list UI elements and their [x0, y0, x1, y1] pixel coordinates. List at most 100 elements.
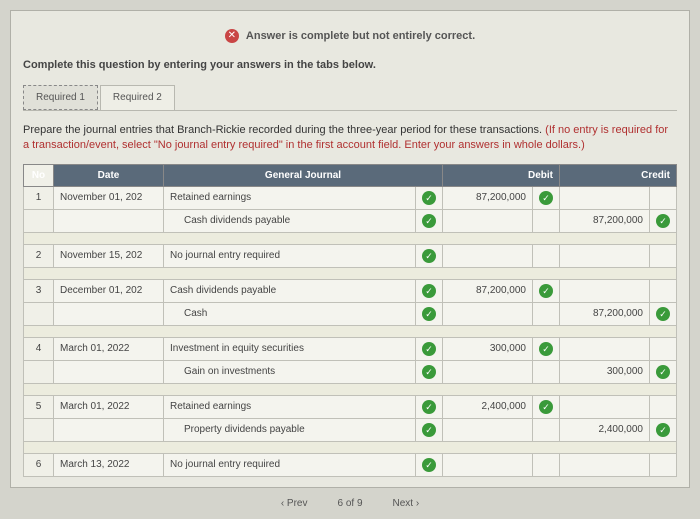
cell-account[interactable]: Retained earnings: [164, 395, 416, 418]
credit-check-icon: [650, 244, 677, 267]
credit-check-icon: ✓: [650, 302, 677, 325]
cell-credit[interactable]: [560, 279, 650, 302]
cell-date[interactable]: December 01, 202: [54, 279, 164, 302]
credit-check-icon: ✓: [650, 360, 677, 383]
cell-credit[interactable]: [560, 337, 650, 360]
cell-no: [24, 418, 54, 441]
header-date: Date: [54, 164, 164, 186]
cell-debit[interactable]: [443, 418, 533, 441]
table-row: Gain on investments✓300,000✓: [24, 360, 677, 383]
cell-credit[interactable]: [560, 395, 650, 418]
cell-account[interactable]: No journal entry required: [164, 453, 416, 476]
cell-no: 3: [24, 279, 54, 302]
row-check-icon: ✓: [416, 302, 443, 325]
cell-debit[interactable]: [443, 360, 533, 383]
cell-account[interactable]: Cash dividends payable: [164, 209, 416, 232]
next-button[interactable]: Next ›: [393, 498, 420, 509]
cell-no: [24, 360, 54, 383]
cell-credit[interactable]: [560, 244, 650, 267]
cell-debit[interactable]: 87,200,000: [443, 279, 533, 302]
cell-no: [24, 209, 54, 232]
cell-no: 5: [24, 395, 54, 418]
debit-check-icon: [533, 453, 560, 476]
row-check-icon: ✓: [416, 209, 443, 232]
cell-date[interactable]: [54, 418, 164, 441]
cell-account[interactable]: Investment in equity securities: [164, 337, 416, 360]
cell-account[interactable]: Cash: [164, 302, 416, 325]
credit-check-icon: [650, 395, 677, 418]
cell-date[interactable]: March 01, 2022: [54, 337, 164, 360]
debit-check-icon: [533, 360, 560, 383]
instruction-text: Complete this question by entering your …: [23, 55, 677, 85]
cell-account[interactable]: Cash dividends payable: [164, 279, 416, 302]
cell-credit[interactable]: [560, 186, 650, 209]
cell-credit[interactable]: 87,200,000: [560, 302, 650, 325]
header-debit: Debit: [443, 164, 560, 186]
credit-check-icon: ✓: [650, 209, 677, 232]
cell-account[interactable]: No journal entry required: [164, 244, 416, 267]
page-position: 6 of 9: [337, 498, 362, 509]
pager: ‹ Prev 6 of 9 Next ›: [10, 488, 690, 509]
debit-check-icon: [533, 418, 560, 441]
table-row: 2November 15, 202No journal entry requir…: [24, 244, 677, 267]
cell-date[interactable]: March 13, 2022: [54, 453, 164, 476]
cell-date[interactable]: November 15, 202: [54, 244, 164, 267]
debit-check-icon: ✓: [533, 395, 560, 418]
tab-required-1[interactable]: Required 1: [23, 85, 98, 110]
cell-no: 2: [24, 244, 54, 267]
cell-credit[interactable]: 300,000: [560, 360, 650, 383]
row-check-icon: ✓: [416, 337, 443, 360]
table-row: 4March 01, 2022Investment in equity secu…: [24, 337, 677, 360]
cell-account[interactable]: Property dividends payable: [164, 418, 416, 441]
row-check-icon: ✓: [416, 244, 443, 267]
prompt-black: Prepare the journal entries that Branch-…: [23, 124, 545, 136]
cell-credit[interactable]: 87,200,000: [560, 209, 650, 232]
debit-check-icon: ✓: [533, 186, 560, 209]
credit-check-icon: ✓: [650, 418, 677, 441]
banner-text: Answer is complete but not entirely corr…: [246, 30, 475, 42]
credit-check-icon: [650, 186, 677, 209]
table-row: Property dividends payable✓2,400,000✓: [24, 418, 677, 441]
cell-no: 4: [24, 337, 54, 360]
cell-account[interactable]: Retained earnings: [164, 186, 416, 209]
journal-table: No Date General Journal Debit Credit 1No…: [23, 164, 677, 477]
cell-debit[interactable]: [443, 244, 533, 267]
cell-debit[interactable]: 300,000: [443, 337, 533, 360]
cell-debit[interactable]: [443, 209, 533, 232]
prev-button[interactable]: ‹ Prev: [281, 498, 308, 509]
row-check-icon: ✓: [416, 418, 443, 441]
credit-check-icon: [650, 453, 677, 476]
tab-required-2[interactable]: Required 2: [100, 85, 175, 110]
cell-debit[interactable]: 2,400,000: [443, 395, 533, 418]
cell-date[interactable]: March 01, 2022: [54, 395, 164, 418]
question-container: ✕ Answer is complete but not entirely co…: [10, 10, 690, 488]
debit-check-icon: [533, 302, 560, 325]
credit-check-icon: [650, 337, 677, 360]
table-row: Cash✓87,200,000✓: [24, 302, 677, 325]
cell-no: 6: [24, 453, 54, 476]
cell-debit[interactable]: 87,200,000: [443, 186, 533, 209]
row-check-icon: ✓: [416, 279, 443, 302]
row-check-icon: ✓: [416, 360, 443, 383]
status-banner: ✕ Answer is complete but not entirely co…: [23, 21, 677, 55]
table-row: Cash dividends payable✓87,200,000✓: [24, 209, 677, 232]
cell-credit[interactable]: [560, 453, 650, 476]
x-icon: ✕: [225, 29, 239, 43]
cell-date[interactable]: November 01, 202: [54, 186, 164, 209]
cell-debit[interactable]: [443, 453, 533, 476]
table-row: 6March 13, 2022No journal entry required…: [24, 453, 677, 476]
cell-date[interactable]: [54, 360, 164, 383]
cell-no: 1: [24, 186, 54, 209]
debit-check-icon: ✓: [533, 337, 560, 360]
header-no: No: [24, 164, 54, 186]
cell-date[interactable]: [54, 209, 164, 232]
header-gj: General Journal: [164, 164, 443, 186]
cell-debit[interactable]: [443, 302, 533, 325]
row-check-icon: ✓: [416, 395, 443, 418]
table-row: 3December 01, 202Cash dividends payable✓…: [24, 279, 677, 302]
tabs: Required 1 Required 2: [23, 85, 677, 111]
cell-date[interactable]: [54, 302, 164, 325]
cell-account[interactable]: Gain on investments: [164, 360, 416, 383]
cell-credit[interactable]: 2,400,000: [560, 418, 650, 441]
row-check-icon: ✓: [416, 186, 443, 209]
